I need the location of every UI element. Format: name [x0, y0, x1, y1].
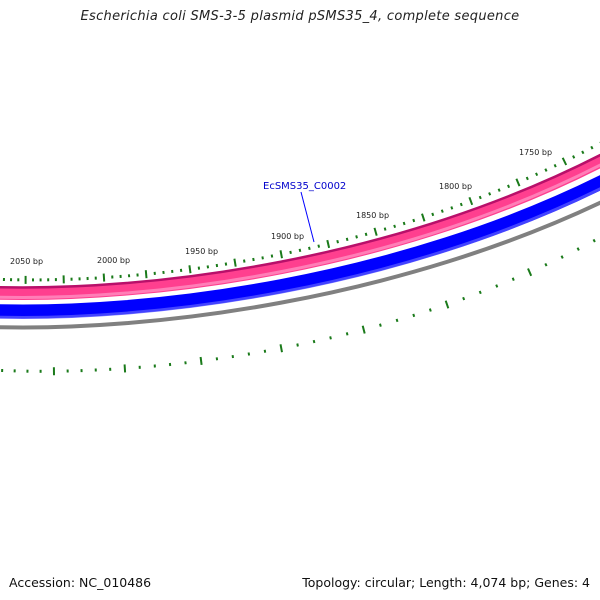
outer-tick-minor [478, 195, 482, 200]
accession-label: Accession: [9, 575, 76, 590]
outer-tick-major [421, 213, 426, 222]
outer-tick-minor [507, 184, 511, 189]
outer-tick-major [233, 258, 237, 267]
inner-tick-minor [379, 323, 382, 327]
gene-track [0, 153, 600, 300]
outer-tick-major [188, 265, 192, 274]
outer-tick-minor [544, 168, 548, 172]
outer-tick-major [144, 270, 148, 279]
outer-tick-major [515, 178, 521, 187]
outer-tick-minor [317, 244, 321, 248]
accession-value: NC_010486 [79, 575, 152, 590]
accession-info: Accession: NC_010486 [9, 575, 151, 590]
outer-tick-major [279, 250, 283, 259]
tick-labels: 1750 bp 1800 bp 1850 bp 1900 bp 1950 bp … [10, 148, 552, 266]
outer-tick-major [102, 273, 106, 282]
inner-tick-minor [263, 349, 267, 353]
inner-tick-minor [495, 284, 499, 288]
outer-tick-minor [336, 239, 339, 244]
gene-label-pointer [300, 191, 315, 243]
inner-tick-minor [462, 296, 466, 301]
tick-label-1950: 1950 bp [185, 247, 218, 256]
inner-tick-major [123, 364, 127, 373]
inner-tick-major [444, 300, 450, 309]
genes-value: 4 [582, 575, 590, 590]
outer-tick-minor [364, 232, 368, 237]
outer-tick-minor [393, 224, 397, 229]
outer-tick-minor [402, 221, 406, 226]
outer-tick-minor [252, 257, 255, 262]
outer-tick-ring [2, 141, 600, 284]
topology-label: Topology: [302, 575, 361, 590]
tick-label-1850: 1850 bp [356, 211, 389, 220]
length-value: 4,074 bp [470, 575, 527, 590]
outer-tick-minor [412, 218, 416, 223]
outer-tick-major [326, 239, 331, 249]
outer-tick-major [468, 196, 474, 206]
outer-tick-minor [497, 188, 501, 192]
outer-tick-minor [224, 262, 228, 266]
outer-tick-minor [459, 202, 463, 207]
reverse-strand-highlight [0, 187, 600, 319]
sequence-summary: Topology: circular; Length: 4,074 bp; Ge… [302, 575, 590, 590]
outer-tick-minor [535, 172, 539, 177]
outer-tick-major [373, 227, 378, 236]
tick-label-1800: 1800 bp [439, 182, 472, 191]
tick-label-2050: 2050 bp [10, 257, 43, 266]
outer-tick-minor [488, 192, 492, 196]
tick-label-1900: 1900 bp [271, 232, 304, 241]
inner-tick-minor [412, 313, 416, 318]
outer-tick-minor [383, 227, 387, 231]
tick-label-2000: 2000 bp [97, 256, 130, 265]
inner-tick-minor [511, 277, 515, 281]
inner-tick-minor [544, 262, 548, 267]
outer-tick-minor [431, 212, 435, 217]
inner-tick-major [279, 344, 283, 353]
outer-tick-minor [581, 150, 585, 155]
inner-tick-minor [478, 290, 482, 295]
inner-tick-minor [395, 318, 399, 323]
inner-tick-major [527, 268, 533, 277]
outer-tick-minor [345, 237, 349, 242]
gene-track-highlight [0, 163, 600, 299]
genes-label: Genes: [534, 575, 579, 590]
outer-tick-minor [553, 163, 557, 168]
inner-tick-minor [345, 332, 349, 336]
tick-label-1750: 1750 bp [519, 148, 552, 157]
inner-tick-minor [329, 336, 332, 340]
inner-tick-major [361, 325, 366, 334]
inner-tick-minor [560, 255, 564, 259]
inner-tick-major [199, 356, 203, 366]
gene-track-edge [0, 153, 600, 289]
gene-label-ecsms35-c0002[interactable]: EcSMS35_C0002 [263, 181, 346, 192]
reverse-strand-track [0, 175, 600, 319]
outer-tick-minor [355, 235, 358, 239]
outer-tick-minor [261, 256, 264, 260]
map-title: Escherichia coli SMS-3-5 plasmid pSMS35_… [80, 9, 520, 24]
outer-tick-minor [270, 254, 274, 258]
outer-tick-minor [450, 206, 454, 210]
inner-tick-minor [312, 339, 316, 344]
length-label: Length: [419, 575, 467, 590]
inner-tick-minor [428, 308, 432, 312]
outer-tick-minor [590, 145, 594, 150]
outer-tick-minor [289, 250, 292, 255]
outer-tick-minor [572, 155, 576, 159]
inner-tick-minor [576, 247, 580, 251]
outer-tick-minor [308, 246, 311, 251]
outer-tick-minor [525, 176, 529, 181]
outer-tick-minor [206, 265, 210, 269]
inner-tick-ring [1, 238, 596, 376]
outer-tick-minor [298, 248, 302, 253]
outer-tick-minor [243, 259, 246, 263]
inner-tick-minor [296, 343, 299, 347]
backbone-track [0, 200, 600, 330]
topology-value: circular [364, 575, 412, 590]
outer-tick-major [561, 157, 568, 166]
inner-tick-minor [592, 238, 596, 243]
inner-tick-minor [247, 352, 251, 356]
outer-tick-minor [440, 209, 444, 213]
